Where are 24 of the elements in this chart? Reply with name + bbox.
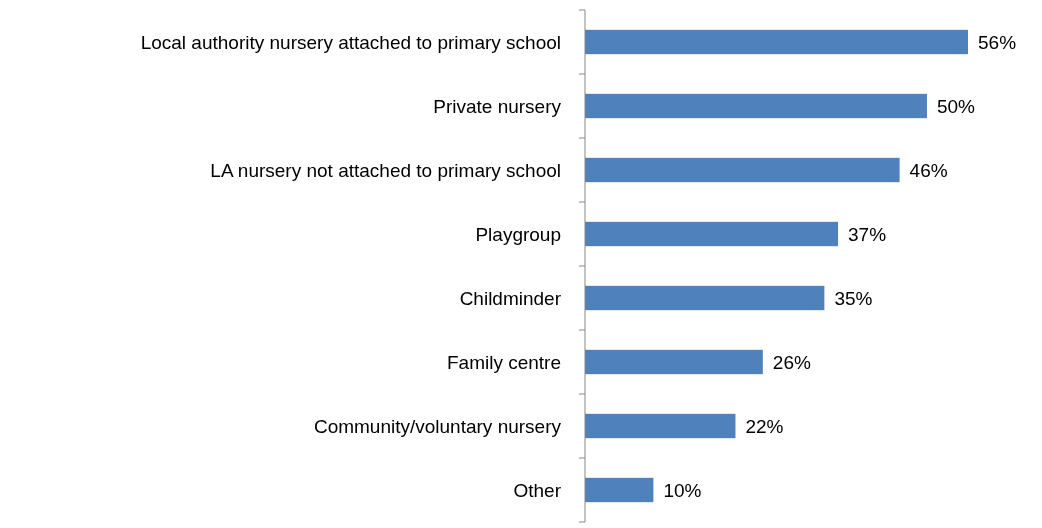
bar (585, 93, 927, 119)
data-label: 10% (663, 479, 702, 501)
y-tick-label: Local authority nursery attached to primary school (140, 31, 561, 53)
y-tick-label: Private nursery (433, 95, 562, 117)
bar (585, 29, 968, 55)
y-tick-label: Childminder (459, 287, 562, 309)
y-tick-label: Family centre (446, 351, 561, 373)
data-label: 50% (936, 95, 976, 117)
y-tick-label: Playgroup (475, 223, 561, 245)
data-label: 35% (834, 287, 873, 309)
bar (585, 285, 825, 311)
bar (585, 413, 736, 439)
data-label: 37% (848, 223, 887, 245)
bar (585, 221, 839, 247)
data-label: 26% (772, 351, 811, 373)
data-label: 46% (909, 159, 948, 181)
data-label: 56% (978, 31, 1017, 53)
y-tick-label: Other (513, 479, 562, 501)
y-tick-label: Community/voluntary nursery (313, 415, 562, 437)
y-tick-label: LA nursery not attached to primary school (210, 159, 561, 181)
bar (585, 157, 900, 183)
data-label: 22% (745, 415, 784, 437)
bar (585, 477, 654, 503)
bar (585, 349, 763, 375)
